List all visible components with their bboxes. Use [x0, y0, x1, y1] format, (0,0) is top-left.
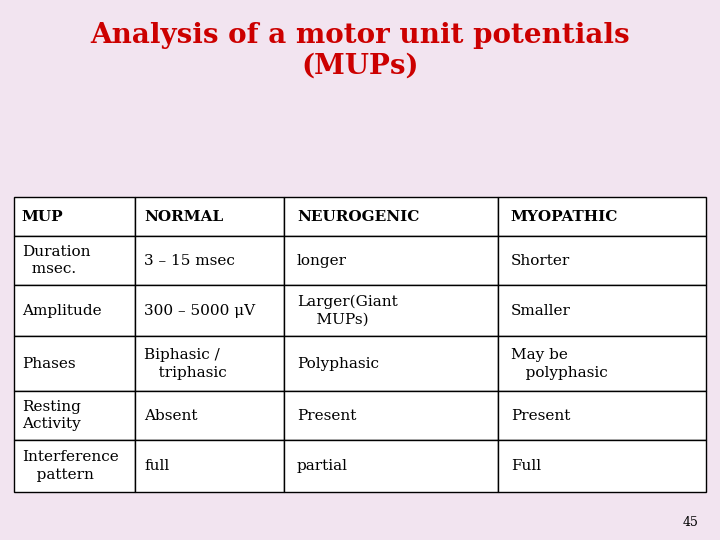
Bar [284, 237, 498, 285]
Text: MUP: MUP [22, 210, 63, 224]
Bar [498, 285, 706, 336]
Text: Larger(Giant
    MUPs): Larger(Giant MUPs) [297, 294, 397, 327]
Text: Present: Present [510, 409, 570, 423]
Text: NEUROGENIC: NEUROGENIC [297, 210, 419, 224]
Text: Analysis of a motor unit potentials
(MUPs): Analysis of a motor unit potentials (MUP… [90, 22, 630, 80]
Text: full: full [144, 458, 169, 472]
Bar [135, 336, 284, 392]
Text: Interference
   pattern: Interference pattern [22, 450, 118, 482]
Text: Present: Present [297, 409, 356, 423]
Bar [135, 285, 284, 336]
Bar [14, 285, 135, 336]
Text: Biphasic /
   triphasic: Biphasic / triphasic [144, 348, 227, 380]
Text: NORMAL: NORMAL [144, 210, 223, 224]
Bar [284, 392, 498, 440]
Bar [135, 197, 284, 237]
Text: Polyphasic: Polyphasic [297, 357, 379, 371]
Bar [498, 336, 706, 392]
Bar [135, 237, 284, 285]
Text: 45: 45 [683, 516, 698, 529]
Bar [284, 197, 498, 237]
Text: Phases: Phases [22, 357, 76, 371]
Text: Smaller: Smaller [510, 303, 570, 318]
Bar [135, 392, 284, 440]
Bar [14, 197, 135, 237]
Text: May be
   polyphasic: May be polyphasic [510, 348, 608, 380]
Text: Amplitude: Amplitude [22, 303, 102, 318]
Bar [498, 197, 706, 237]
Bar [135, 440, 284, 491]
Bar [498, 440, 706, 491]
Bar [14, 440, 135, 491]
Bar [498, 237, 706, 285]
Text: Absent: Absent [144, 409, 198, 423]
Text: Full: Full [510, 458, 541, 472]
Bar [284, 285, 498, 336]
Bar [14, 336, 135, 392]
Bar [498, 392, 706, 440]
Text: Duration
  msec.: Duration msec. [22, 245, 90, 276]
Bar [284, 440, 498, 491]
Bar [14, 237, 135, 285]
Bar [284, 336, 498, 392]
Bar [14, 392, 135, 440]
Text: 3 – 15 msec: 3 – 15 msec [144, 253, 235, 267]
Text: 300 – 5000 μV: 300 – 5000 μV [144, 303, 256, 318]
Text: Shorter: Shorter [510, 253, 570, 267]
Text: longer: longer [297, 253, 347, 267]
Text: partial: partial [297, 458, 348, 472]
Text: MYOPATHIC: MYOPATHIC [510, 210, 618, 224]
Text: Resting
Activity: Resting Activity [22, 400, 81, 431]
